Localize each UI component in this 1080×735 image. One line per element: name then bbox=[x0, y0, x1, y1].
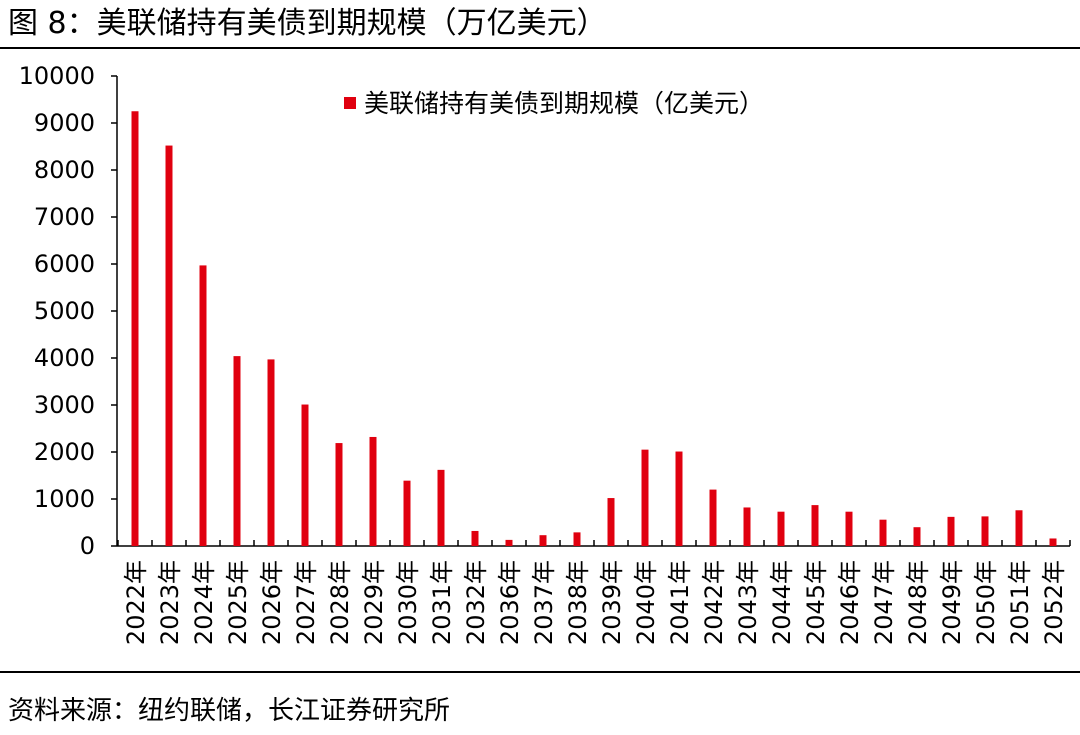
x-tick-label: 2043年 bbox=[734, 560, 762, 645]
figure-title: 图 8：美联储持有美债到期规模（万亿美元） bbox=[8, 6, 607, 41]
x-tick-label: 2049年 bbox=[938, 560, 966, 645]
x-tick-label: 2023年 bbox=[156, 560, 184, 645]
bar-2030年 bbox=[403, 480, 411, 546]
bar-2025年 bbox=[233, 356, 241, 546]
bar-2050年 bbox=[981, 516, 989, 546]
x-tick-label: 2022年 bbox=[122, 560, 150, 645]
y-axis: 0 1000 2000 3000 4000 5000 6000 7000 8000 9000 100… bbox=[19, 62, 118, 560]
y-tick-label: 10000 bbox=[19, 62, 95, 90]
x-tick-label: 2030年 bbox=[394, 560, 422, 645]
x-tick-label: 2027年 bbox=[292, 560, 320, 645]
x-axis: 2022年 2023年 2024年 2025年 2026年 2027年 2028年 2029年… bbox=[117, 540, 1071, 645]
y-tick-label: 7000 bbox=[34, 203, 95, 231]
bar-2036年 bbox=[505, 539, 513, 546]
bar-2045年 bbox=[811, 505, 819, 546]
y-tick-label: 0 bbox=[80, 532, 95, 560]
bar-2026年 bbox=[267, 359, 275, 546]
bar-2027年 bbox=[301, 404, 309, 546]
x-tick-label: 2024年 bbox=[190, 560, 218, 645]
x-tick-label: 2050年 bbox=[972, 560, 1000, 645]
bar-2029年 bbox=[369, 436, 377, 546]
bar-2052年 bbox=[1049, 538, 1057, 546]
y-tick-label: 1000 bbox=[34, 485, 95, 513]
x-tick-label: 2042年 bbox=[700, 560, 728, 645]
y-tick-label: 2000 bbox=[34, 438, 95, 466]
x-tick-label: 2038年 bbox=[564, 560, 592, 645]
x-tick-label: 2046年 bbox=[836, 560, 864, 645]
x-tick-label: 2037年 bbox=[530, 560, 558, 645]
bar-2040年 bbox=[641, 449, 649, 546]
bar-2032年 bbox=[471, 530, 479, 546]
x-tick-label: 2039年 bbox=[598, 560, 626, 645]
y-tick-label: 5000 bbox=[34, 297, 95, 325]
legend: 美联储持有美债到期规模（亿美元） bbox=[344, 89, 764, 118]
bar-2051年 bbox=[1015, 510, 1023, 546]
x-tick-label: 2032年 bbox=[462, 560, 490, 645]
bar-2024年 bbox=[199, 265, 207, 546]
legend-swatch bbox=[344, 97, 356, 109]
bar-chart: 0 1000 2000 3000 4000 5000 6000 7000 8000 9000 100… bbox=[19, 62, 1071, 645]
bottom-rule bbox=[0, 671, 1080, 673]
legend-label: 美联储持有美债到期规模（亿美元） bbox=[364, 89, 764, 118]
bar-2046年 bbox=[845, 511, 853, 546]
x-tick-label: 2029年 bbox=[360, 560, 388, 645]
bar-2028年 bbox=[335, 443, 343, 546]
bar-2043年 bbox=[743, 507, 751, 546]
x-tick-label: 2036年 bbox=[496, 560, 524, 645]
bar-2031年 bbox=[437, 469, 445, 546]
bar-2042年 bbox=[709, 489, 717, 546]
x-tick-label: 2048年 bbox=[904, 560, 932, 645]
x-tick-label: 2041年 bbox=[666, 560, 694, 645]
bar-2038年 bbox=[573, 532, 581, 546]
x-tick-label: 2040年 bbox=[632, 560, 660, 645]
bar-2039年 bbox=[607, 498, 615, 546]
bar-2023年 bbox=[165, 145, 173, 546]
x-tick-label: 2028年 bbox=[326, 560, 354, 645]
x-tick-label: 2044年 bbox=[768, 560, 796, 645]
x-tick-label: 2051年 bbox=[1006, 560, 1034, 645]
x-tick-label: 2025年 bbox=[224, 560, 252, 645]
bar-2049年 bbox=[947, 516, 955, 546]
bars bbox=[131, 111, 1057, 546]
bar-2022年 bbox=[131, 111, 139, 546]
y-tick-label: 8000 bbox=[34, 156, 95, 184]
x-tick-label: 2026年 bbox=[258, 560, 286, 645]
y-tick-label: 9000 bbox=[34, 109, 95, 137]
y-tick-label: 4000 bbox=[34, 344, 95, 372]
x-tick-label: 2047年 bbox=[870, 560, 898, 645]
bar-2037年 bbox=[539, 535, 547, 546]
top-rule bbox=[0, 47, 1080, 49]
bar-2048年 bbox=[913, 527, 921, 546]
bar-2047年 bbox=[879, 519, 887, 546]
x-tick-label: 2052年 bbox=[1040, 560, 1068, 645]
bar-2041年 bbox=[675, 451, 683, 546]
bar-2044年 bbox=[777, 511, 785, 546]
y-tick-label: 6000 bbox=[34, 250, 95, 278]
x-tick-label: 2045年 bbox=[802, 560, 830, 645]
y-tick-label: 3000 bbox=[34, 391, 95, 419]
x-tick-label: 2031年 bbox=[428, 560, 456, 645]
source-note: 资料来源：纽约联储，长江证券研究所 bbox=[8, 696, 451, 726]
